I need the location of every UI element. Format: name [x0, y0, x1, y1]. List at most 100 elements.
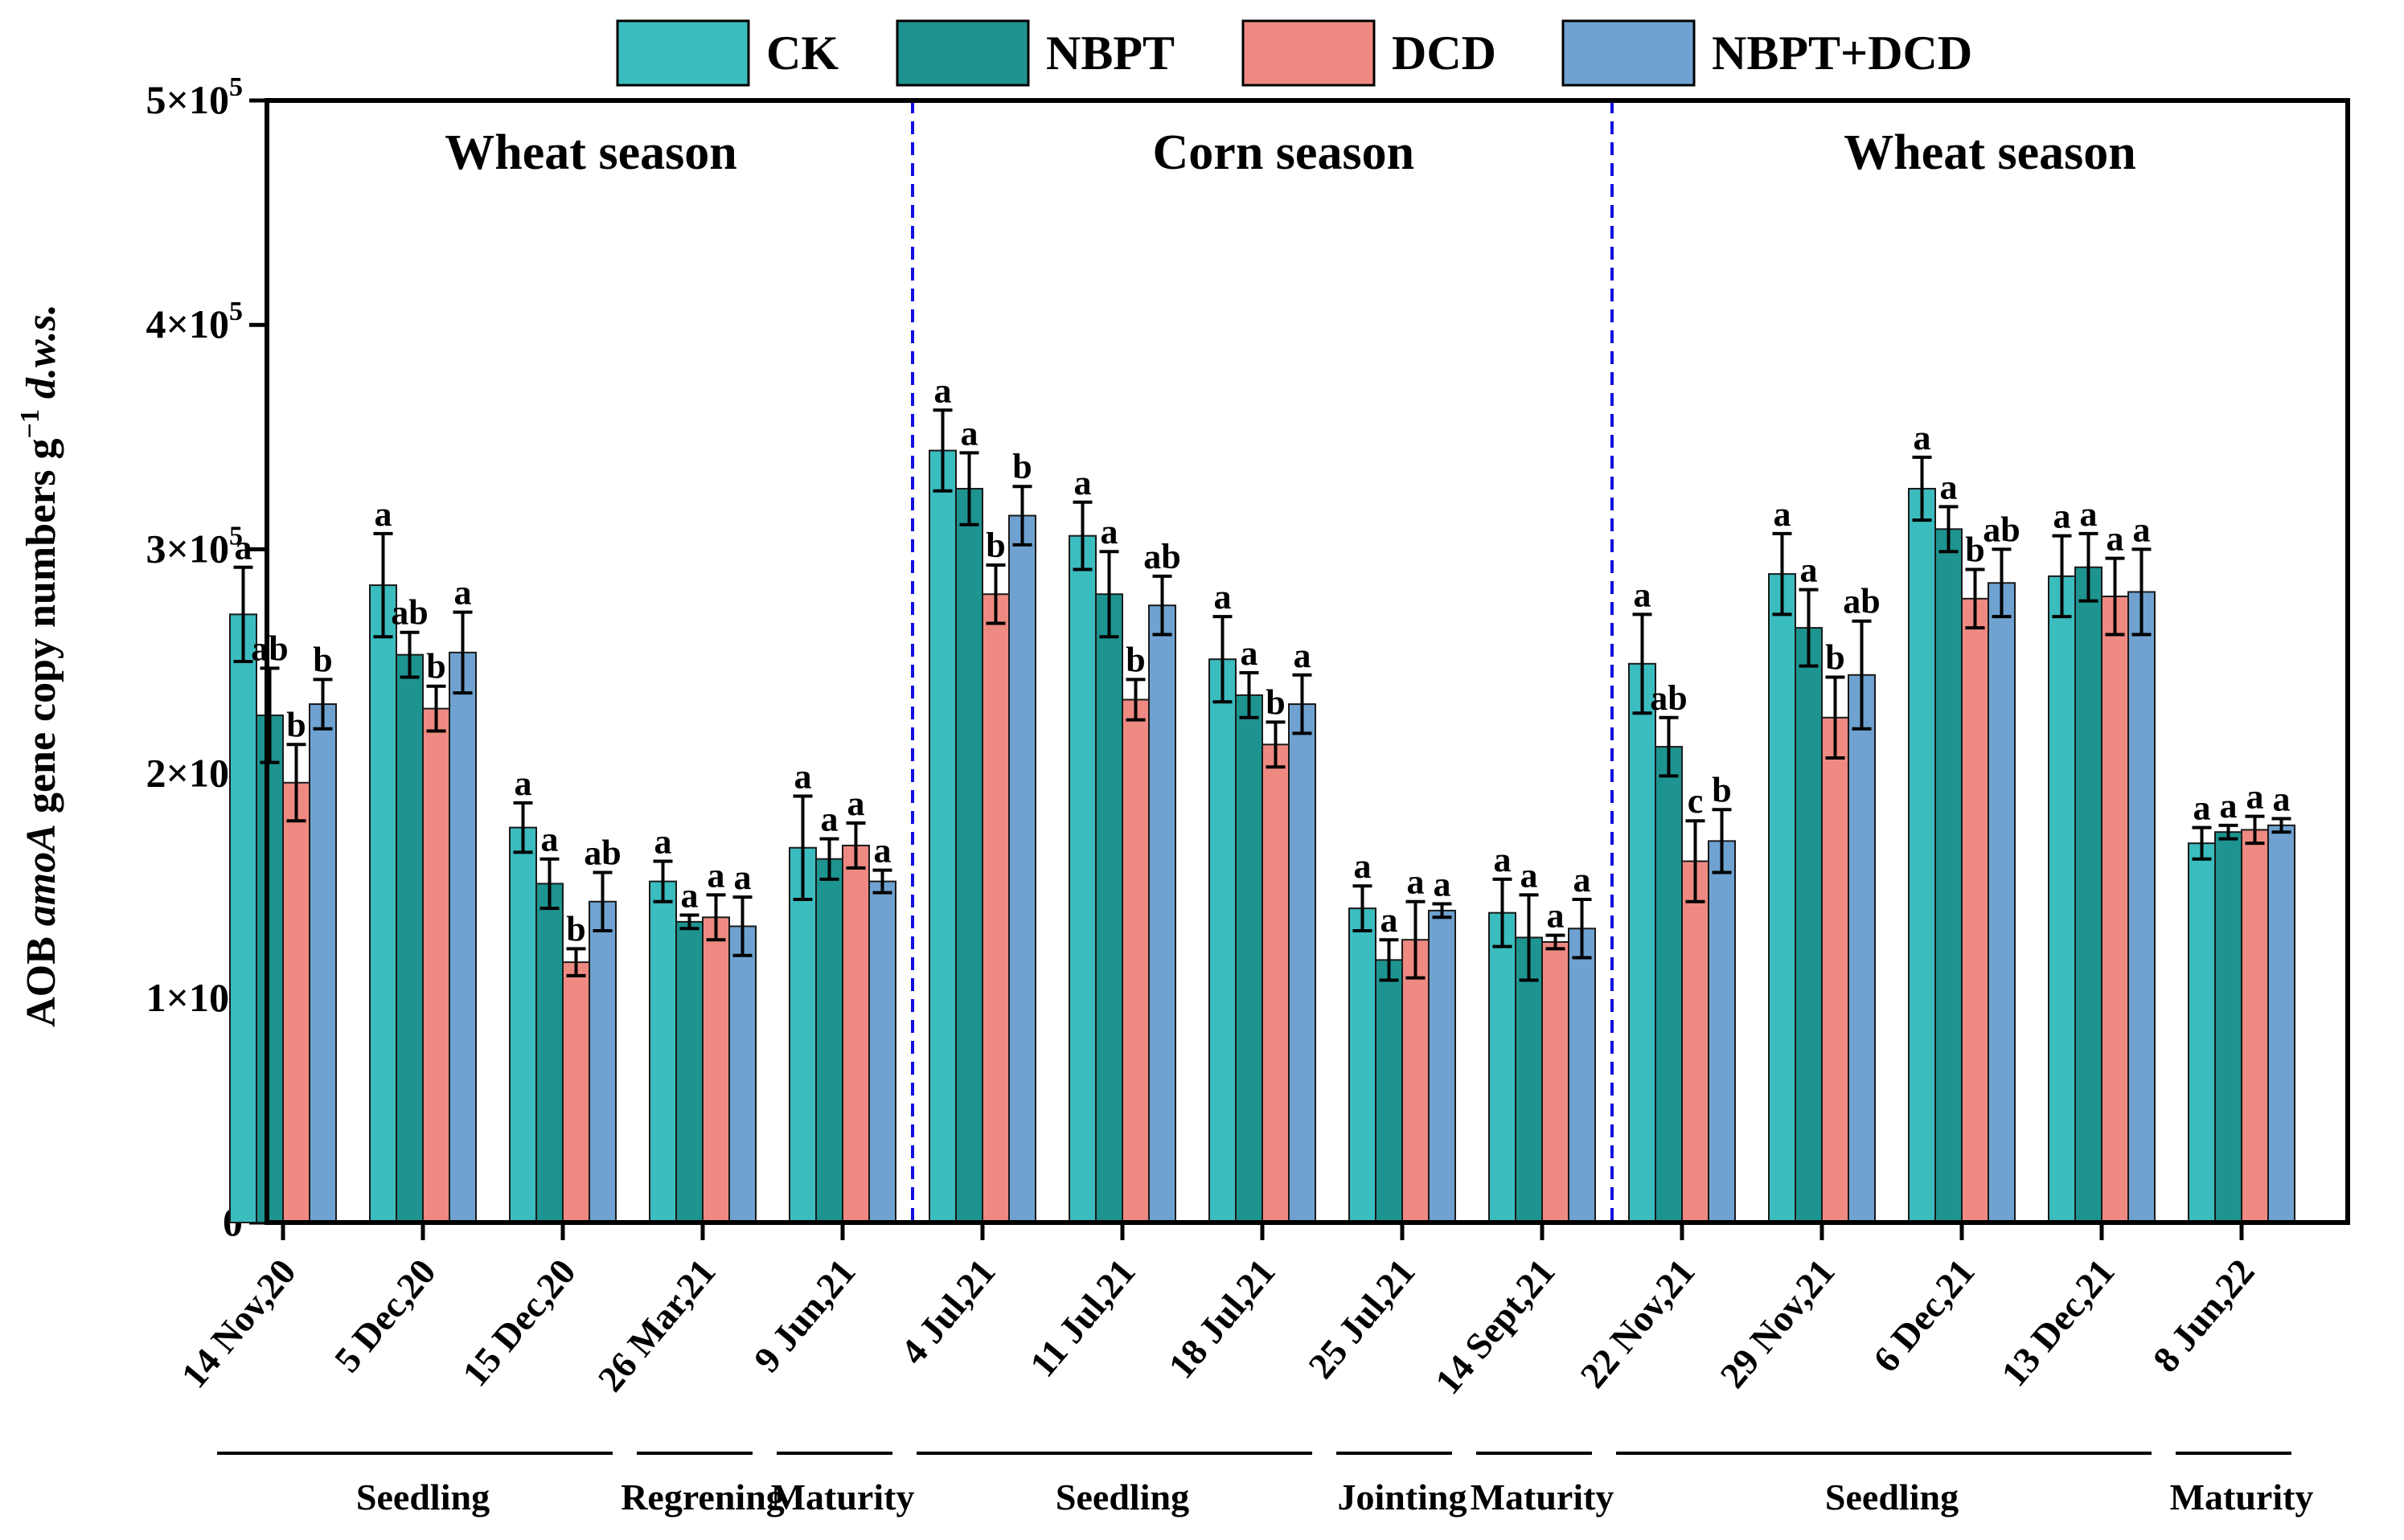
significance-letter: c — [1688, 781, 1704, 821]
x-tick-label: 26 Mar,21 — [590, 1251, 724, 1399]
bar — [2101, 596, 2129, 1223]
legend-swatch — [1241, 19, 1376, 87]
bar — [1401, 939, 1430, 1223]
y-tick-base: 5×10 — [146, 77, 230, 122]
legend-swatch — [896, 19, 1030, 87]
bar — [815, 858, 843, 1224]
bar — [1708, 840, 1736, 1223]
x-tick-label: 14 Sept,21 — [1427, 1251, 1563, 1402]
x-tick-label: 11 Jul,21 — [1022, 1251, 1143, 1385]
significance-letter: a — [847, 784, 865, 823]
significance-letter: a — [1520, 855, 1538, 895]
y-axis-label-part: d.w.s. — [18, 304, 64, 399]
bar — [675, 920, 704, 1223]
bar — [396, 653, 424, 1223]
legend-label: CK — [766, 27, 839, 80]
bar — [589, 900, 617, 1224]
bar — [1681, 860, 1709, 1224]
significance-letter: ab — [584, 833, 621, 872]
bar — [1934, 528, 1963, 1223]
significance-letter: a — [1074, 463, 1092, 502]
significance-letter: a — [1573, 860, 1591, 899]
bar — [1488, 911, 1516, 1223]
significance-letter: b — [1712, 770, 1731, 809]
bar — [369, 584, 397, 1223]
significance-letter: ab — [1143, 537, 1180, 576]
significance-letter: a — [681, 875, 699, 915]
bar — [1428, 909, 1456, 1223]
stage-label: Maturity — [771, 1477, 915, 1517]
x-tick-label: 13 Dec,21 — [1993, 1251, 2123, 1395]
significance-letter: b — [426, 647, 445, 686]
bar — [1095, 593, 1123, 1223]
significance-letter: a — [2133, 510, 2151, 549]
legend-item-ck: CK — [616, 19, 839, 87]
stage-label: Regrening — [621, 1477, 785, 1517]
y-axis-label: AOB amoA gene copy numbers g−1 d.w.s. — [15, 304, 64, 1027]
y-tick-label: 3×105 — [146, 521, 244, 571]
bar — [1208, 658, 1237, 1223]
significance-letter: a — [874, 831, 892, 870]
y-tick-base: 2×10 — [146, 751, 230, 796]
y-tick-exponent: 5 — [229, 297, 243, 326]
bar — [842, 844, 870, 1223]
bar — [1348, 907, 1376, 1223]
bar — [1148, 604, 1176, 1223]
legend: CK NBPT DCD NBPT+DCD — [616, 19, 1972, 87]
significance-letter: ab — [391, 593, 428, 633]
bar — [982, 593, 1010, 1223]
significance-letter: b — [1126, 640, 1145, 679]
bar — [1288, 703, 1316, 1223]
significance-letter: a — [515, 764, 532, 803]
y-tick-label: 2×105 — [146, 746, 244, 796]
x-tick-label: 5 Dec,20 — [326, 1251, 444, 1380]
significance-letter: a — [1547, 896, 1565, 936]
bar — [2214, 831, 2242, 1224]
significance-letter: b — [566, 909, 585, 948]
bar — [2048, 575, 2076, 1223]
bar — [422, 707, 450, 1223]
bar — [2188, 842, 2216, 1223]
x-tick-label: 18 Jul,21 — [1160, 1251, 1282, 1386]
bar — [929, 449, 957, 1223]
x-tick-label: 15 Dec,20 — [454, 1251, 584, 1395]
significance-letter: a — [454, 573, 472, 612]
significance-letter: a — [541, 820, 559, 859]
significance-letter: a — [1434, 865, 1451, 904]
bar — [1908, 488, 1936, 1223]
bar — [1069, 534, 1097, 1223]
bar — [789, 846, 817, 1223]
bar — [2241, 829, 2269, 1224]
significance-letter: b — [286, 705, 306, 744]
x-axis-ticks: 14 Nov,20 5 Dec,20 15 Dec,20 26 Mar,21 9 Jun… — [173, 1223, 2262, 1402]
y-axis-label-part — [18, 399, 64, 409]
significance-letter: a — [934, 371, 952, 410]
significance-letter: a — [961, 413, 978, 453]
plot-area: Wheat season Corn season Wheat seasonaabbb… — [229, 98, 2350, 1225]
bar — [955, 488, 983, 1223]
stage-label: Jointing — [1337, 1477, 1467, 1517]
significance-letter: a — [708, 855, 725, 895]
bar — [1821, 716, 1849, 1223]
legend-item-nbpt-dcd: NBPT+DCD — [1561, 19, 1972, 87]
legend-label: NBPT — [1046, 27, 1175, 80]
stage-label: Seedling — [356, 1477, 490, 1517]
significance-letter: ab — [1843, 582, 1880, 621]
significance-letter: a — [1914, 418, 1931, 457]
bar — [1628, 662, 1656, 1223]
bar — [2267, 824, 2295, 1224]
significance-letter: b — [1266, 682, 1285, 722]
bar — [562, 961, 590, 1224]
y-axis-label-part: amoA — [18, 824, 64, 926]
